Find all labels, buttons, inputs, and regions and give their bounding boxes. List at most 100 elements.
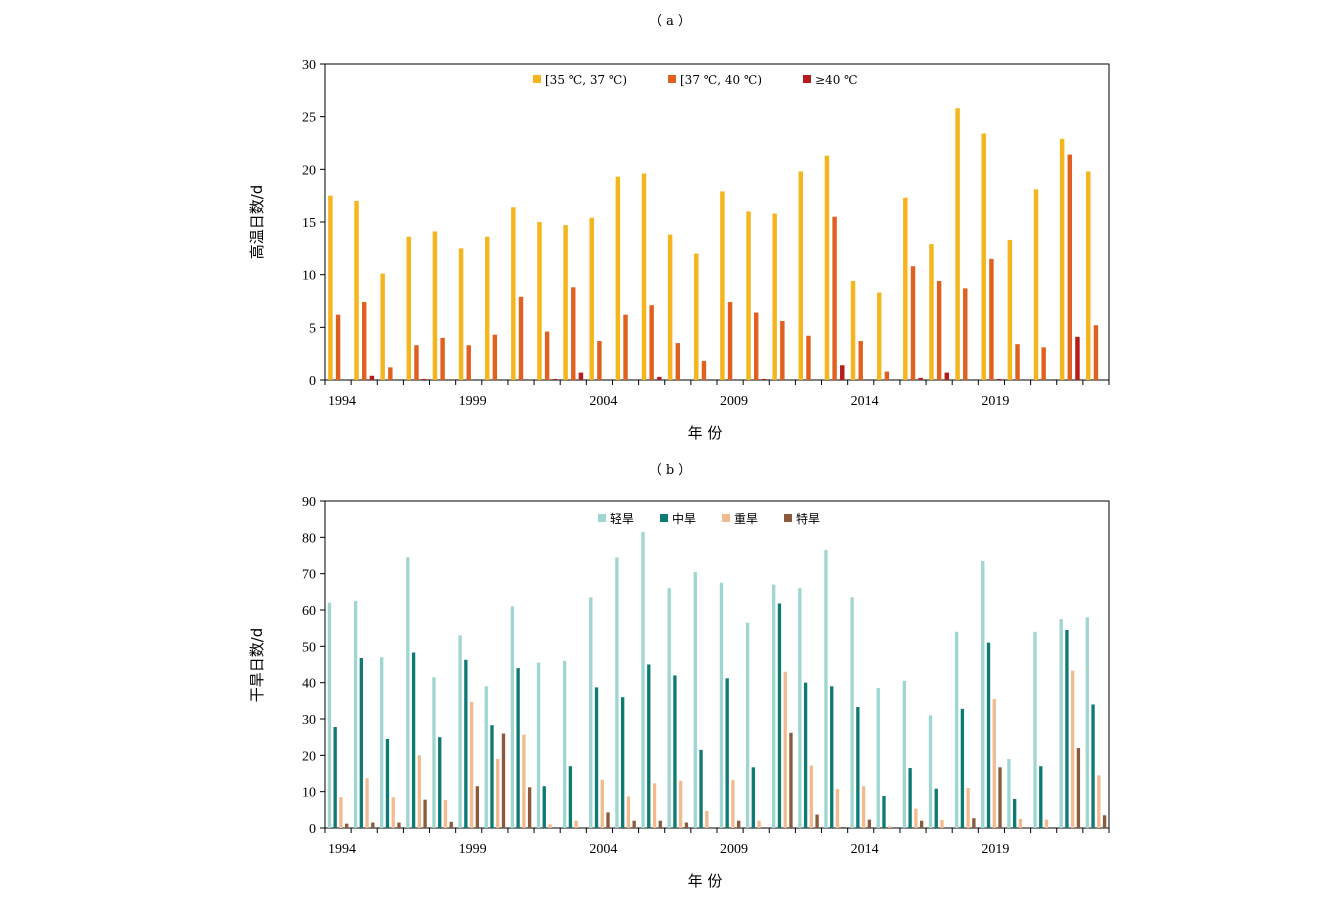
- bar-b-s1-2001: [516, 668, 520, 828]
- bar-b-s0-2017: [928, 715, 933, 828]
- legend-swatch: [668, 75, 676, 83]
- y-tick-label: 40: [302, 677, 316, 692]
- x-tick-label: 2004: [589, 394, 617, 409]
- bar-b-s3-2013: [841, 826, 845, 828]
- bar-b-s2-2000: [496, 758, 500, 828]
- chart-a-y-label: 高温日数/d: [248, 185, 266, 260]
- bar-b-s2-2008: [705, 810, 709, 828]
- bar-b-s0-2015: [876, 688, 880, 828]
- bar-b-s1-1994: [333, 726, 337, 828]
- bar-a-s0-2023: [1086, 171, 1091, 380]
- legend-label: 特旱: [796, 511, 820, 526]
- bar-b-s3-1999: [475, 786, 480, 828]
- bar-a-s2-2006: [657, 376, 662, 380]
- bar-b-s2-2022: [1071, 670, 1075, 828]
- x-tick-label: 2014: [851, 842, 879, 857]
- bar-b-s1-2007: [673, 675, 677, 828]
- bar-b-s3-2001: [527, 787, 532, 828]
- bar-a-s1-2009: [727, 302, 733, 380]
- bar-b-s2-2014: [861, 786, 866, 828]
- bar-a-s1-1996: [388, 367, 393, 380]
- bar-a-s1-2006: [649, 305, 654, 380]
- bar-a-s0-2012: [798, 171, 804, 380]
- bar-b-s3-1995: [371, 822, 375, 828]
- bar-b-s2-1996: [391, 797, 395, 828]
- bar-b-s0-2022: [1059, 619, 1063, 828]
- legend-label: ≥40 ℃: [815, 73, 858, 87]
- bar-b-s2-2013: [835, 789, 840, 828]
- bar-a-s1-2008: [701, 361, 707, 380]
- x-tick-label: 1994: [328, 842, 356, 857]
- bar-b-s0-1994: [327, 602, 332, 828]
- legend-item-0: [35 ℃, 37 ℃): [533, 73, 627, 87]
- x-tick-label: 2019: [981, 394, 1009, 409]
- bar-a-s2-1997: [421, 378, 427, 380]
- bar-a-s1-2007: [675, 343, 681, 380]
- bar-a-s2-2013: [840, 365, 845, 380]
- bar-b-s1-1995: [359, 657, 363, 828]
- bar-a-s1-2018: [963, 288, 968, 380]
- bar-a-s0-2011: [772, 213, 777, 380]
- bar-b-s1-2000: [490, 725, 494, 828]
- bar-b-s3-2007: [684, 822, 689, 828]
- bar-b-s2-2002: [548, 824, 552, 828]
- y-tick-label: 25: [302, 111, 316, 126]
- bar-a-s0-2008: [694, 253, 699, 380]
- bar-b-s3-1996: [397, 822, 401, 828]
- x-tick-label: 1994: [328, 394, 356, 409]
- bar-b-s1-1998: [438, 737, 442, 828]
- chart-a-y-axis: 0 5 10 15 20 25 30: [302, 58, 325, 389]
- x-tick-label: 2009: [720, 842, 748, 857]
- bar-b-s1-2023: [1091, 704, 1095, 828]
- bar-b-s1-2010: [751, 767, 755, 828]
- bar-b-s0-2000: [484, 686, 488, 828]
- bar-a-s0-2003: [563, 225, 568, 380]
- bar-a-s1-2004: [597, 341, 602, 380]
- bar-a-s0-2005: [615, 176, 621, 380]
- bar-b-s0-2001: [510, 606, 515, 828]
- chart-a-caption: （ a ）: [649, 14, 691, 29]
- bar-b-s2-1995: [365, 778, 369, 828]
- y-tick-label: 5: [309, 321, 316, 336]
- bar-b-s2-2005: [626, 796, 631, 828]
- chart-a-x-axis: 1994 1999 2004 2009 2014 2019: [324, 380, 1110, 409]
- bar-b-s2-1997: [417, 755, 421, 828]
- legend-item-1: 中旱: [660, 511, 696, 526]
- bar-a-s1-2002: [544, 331, 550, 380]
- bar-b-s0-2011: [772, 584, 776, 828]
- bar-b-s3-1997: [423, 799, 427, 828]
- bar-a-s0-2001: [511, 207, 516, 380]
- bar-b-s1-2017: [934, 788, 938, 828]
- bar-a-s0-2002: [537, 222, 542, 380]
- bar-a-s0-2015: [876, 292, 882, 380]
- bar-b-s2-2011: [783, 671, 787, 828]
- bar-a-s1-2001: [518, 296, 524, 380]
- bar-b-s2-2018: [966, 788, 970, 828]
- bar-a-s0-2000: [484, 236, 490, 380]
- chart-b-y-axis: 0 10 20 30 40 50 60 70 80 90: [302, 495, 325, 837]
- bar-b-s2-1994: [339, 797, 343, 828]
- bar-b-s1-2009: [725, 678, 729, 828]
- y-tick-label: 30: [302, 58, 316, 73]
- bar-a-s1-2012: [806, 335, 811, 380]
- legend-swatch: [784, 514, 792, 522]
- legend-swatch: [598, 514, 606, 522]
- bar-b-s2-2006: [652, 783, 657, 828]
- bar-a-s1-1998: [440, 337, 445, 380]
- bar-b-s3-2023: [1102, 815, 1107, 828]
- bar-b-s3-1998: [449, 821, 453, 828]
- bar-b-s3-2014: [867, 819, 872, 828]
- bar-a-s0-1997: [406, 236, 412, 380]
- bar-a-s2-1995: [369, 375, 375, 380]
- bar-b-s1-1999: [464, 659, 468, 828]
- legend-label: [37 ℃, 40 ℃): [680, 73, 762, 87]
- bar-b-s1-2019: [986, 642, 991, 828]
- bar-a-s1-2015: [884, 371, 890, 380]
- x-tick-label: 2004: [589, 842, 617, 857]
- bar-a-s0-2009: [720, 191, 725, 380]
- legend-item-0: 轻旱: [598, 512, 634, 526]
- bar-b-s0-2010: [745, 622, 750, 828]
- chart-a: （ a ） 0 5 10 15 20 25 30 1994 1999 2004 2009 2014 2…: [248, 14, 1110, 442]
- bar-a-s0-2006: [641, 173, 647, 380]
- bar-a-s0-2019: [981, 133, 986, 380]
